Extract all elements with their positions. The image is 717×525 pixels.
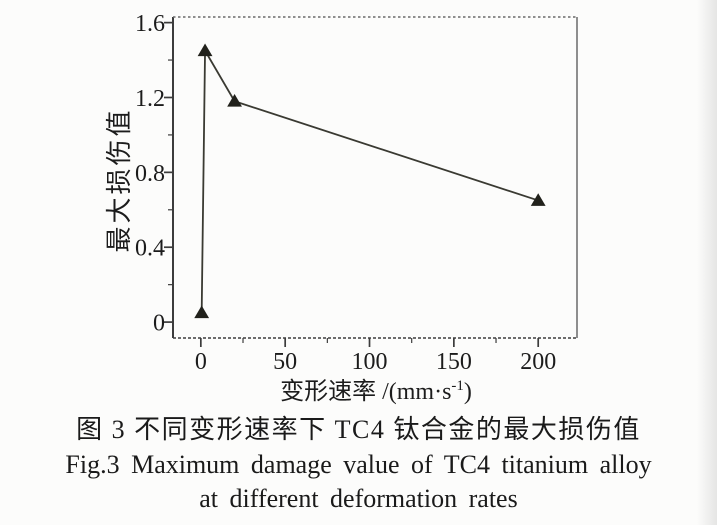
data-point-marker [530,193,546,206]
y-tick-label: 1.6 [135,11,165,37]
x-tick-label: 0 [195,349,207,375]
x-tick-label: 100 [352,349,388,375]
y-axis-title: 最大损伤值 [105,107,134,252]
data-point-marker [197,43,213,57]
y-tick-label: 0 [153,311,165,337]
x-tick-label: 50 [273,349,297,375]
data-point-marker [227,94,242,107]
x-tick-label: 200 [520,349,556,375]
y-tick-label: 0.4 [135,236,165,262]
figure-caption-chinese: 图 3 不同变形速率下 TC4 钛合金的最大损伤值 [76,415,641,444]
y-tick-label: 0.8 [135,161,165,187]
x-axis-title: 变形速率 /(mm·s-1) [280,378,472,405]
y-tick-label: 1.2 [135,86,165,112]
data-point-marker [194,305,210,319]
figure-caption-english-line2: at different deformation rates [199,484,518,513]
figure-caption-english-line1: Fig.3 Maximum damage value of TC4 titani… [65,450,652,479]
x-tick-label: 150 [436,349,472,375]
data-line [200,47,539,313]
figure-caption: 图 3 不同变形速率下 TC4 钛合金的最大损伤值 Fig.3 Maximum … [0,412,717,515]
